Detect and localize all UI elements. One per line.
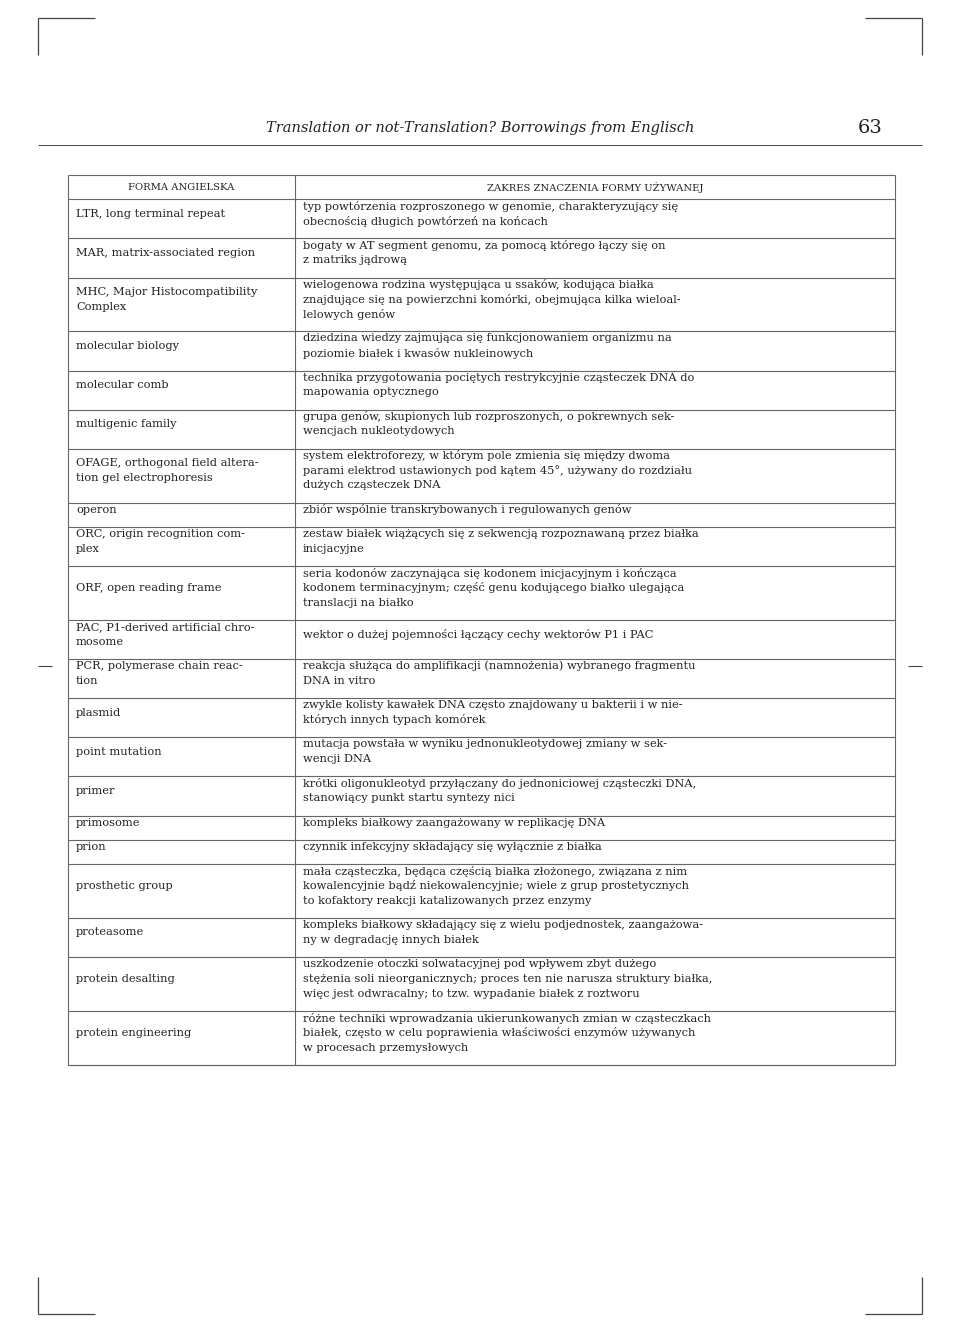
Text: kowalencyjnie bądź niekowalencyjnie; wiele z grup prostetycznych: kowalencyjnie bądź niekowalencyjnie; wie…: [303, 880, 689, 891]
Text: PAC, P1-derived artificial chro-: PAC, P1-derived artificial chro-: [76, 622, 254, 631]
Text: dużych cząsteczek DNA: dużych cząsteczek DNA: [303, 481, 441, 490]
Text: krótki oligonukleotyd przyłączany do jednoniciowej cząsteczki DNA,: krótki oligonukleotyd przyłączany do jed…: [303, 778, 696, 789]
Text: z matriks jądrową: z matriks jądrową: [303, 256, 407, 265]
Text: protein desalting: protein desalting: [76, 974, 175, 984]
Text: różne techniki wprowadzania ukierunkowanych zmian w cząsteczkach: różne techniki wprowadzania ukierunkowan…: [303, 1012, 711, 1023]
Text: point mutation: point mutation: [76, 747, 161, 757]
Text: czynnik infekcyjny składający się wyłącznie z białka: czynnik infekcyjny składający się wyłącz…: [303, 842, 602, 852]
Text: 63: 63: [857, 119, 882, 137]
Text: translacji na białko: translacji na białko: [303, 598, 414, 607]
Text: protein engineering: protein engineering: [76, 1028, 191, 1038]
Text: bogaty w AT segment genomu, za pomocą którego łączy się on: bogaty w AT segment genomu, za pomocą kt…: [303, 240, 665, 250]
Text: seria kodonów zaczynająca się kodonem inicjacyjnym i kończąca: seria kodonów zaczynająca się kodonem in…: [303, 567, 677, 578]
Text: tion gel electrophoresis: tion gel electrophoresis: [76, 473, 213, 484]
Text: wielogenowa rodzina występująca u ssaków, kodująca białka: wielogenowa rodzina występująca u ssaków…: [303, 278, 654, 290]
Text: dziedzina wiedzy zajmująca się funkcjonowaniem organizmu na: dziedzina wiedzy zajmująca się funkcjono…: [303, 333, 672, 344]
Text: tion: tion: [76, 675, 99, 686]
Text: system elektroforezy, w którym pole zmienia się między dwoma: system elektroforezy, w którym pole zmie…: [303, 450, 670, 461]
Text: poziomie białek i kwasów nukleinowych: poziomie białek i kwasów nukleinowych: [303, 348, 533, 358]
Text: mała cząsteczka, będąca częścią białka złożonego, związana z nim: mała cząsteczka, będąca częścią białka z…: [303, 866, 687, 876]
Text: technika przygotowania pociętych restrykcyjnie cząsteczek DNA do: technika przygotowania pociętych restryk…: [303, 373, 694, 382]
Text: parami elektrod ustawionych pod kątem 45°, używany do rozdziału: parami elektrod ustawionych pod kątem 45…: [303, 465, 692, 476]
Text: typ powtórzenia rozproszonego w genomie, charakteryzujący się: typ powtórzenia rozproszonego w genomie,…: [303, 201, 678, 212]
Text: MHC, Major Histocompatibility: MHC, Major Histocompatibility: [76, 286, 257, 297]
Text: multigenic family: multigenic family: [76, 420, 177, 429]
Text: molecular comb: molecular comb: [76, 380, 169, 390]
Text: OFAGE, orthogonal field altera-: OFAGE, orthogonal field altera-: [76, 458, 258, 468]
Text: plex: plex: [76, 543, 100, 554]
Text: inicjacyjne: inicjacyjne: [303, 543, 365, 554]
Text: wencjach nukleotydowych: wencjach nukleotydowych: [303, 426, 455, 437]
Text: stężenia soli nieorganicznych; proces ten nie narusza struktury białka,: stężenia soli nieorganicznych; proces te…: [303, 974, 712, 984]
Text: mutacja powstała w wyniku jednonukleotydowej zmiany w sek-: mutacja powstała w wyniku jednonukleotyd…: [303, 739, 667, 750]
Text: białek, często w celu poprawienia właściwości enzymów używanych: białek, często w celu poprawienia właści…: [303, 1027, 695, 1039]
Text: ORC, origin recognition com-: ORC, origin recognition com-: [76, 529, 245, 539]
Text: FORMA ANGIELSKA: FORMA ANGIELSKA: [129, 182, 234, 192]
Text: primosome: primosome: [76, 818, 140, 827]
Text: LTR, long terminal repeat: LTR, long terminal repeat: [76, 209, 226, 218]
Text: zestaw białek wiążących się z sekwencją rozpoznawaną przez białka: zestaw białek wiążących się z sekwencją …: [303, 529, 699, 539]
Text: więc jest odwracalny; to tzw. wypadanie białek z roztworu: więc jest odwracalny; to tzw. wypadanie …: [303, 988, 639, 999]
Text: ZAKRES ZNACZENIA FORMY UŻYWANEJ: ZAKRES ZNACZENIA FORMY UŻYWANEJ: [487, 181, 704, 193]
Text: mapowania optycznego: mapowania optycznego: [303, 388, 439, 397]
Text: obecnością długich powtórzeń na końcach: obecnością długich powtórzeń na końcach: [303, 216, 548, 226]
Text: grupa genów, skupionych lub rozproszonych, o pokrewnych sek-: grupa genów, skupionych lub rozproszonyc…: [303, 412, 674, 422]
Text: plasmid: plasmid: [76, 707, 121, 718]
Text: reakcja służąca do amplifikacji (namnożenia) wybranego fragmentu: reakcja służąca do amplifikacji (namnoże…: [303, 661, 695, 671]
Text: PCR, polymerase chain reac-: PCR, polymerase chain reac-: [76, 661, 243, 671]
Text: ny w degradację innych białek: ny w degradację innych białek: [303, 935, 479, 944]
Text: wencji DNA: wencji DNA: [303, 754, 372, 765]
Text: wektor o dużej pojemności łączący cechy wektorów P1 i PAC: wektor o dużej pojemności łączący cechy …: [303, 629, 654, 639]
Text: lelowych genów: lelowych genów: [303, 309, 396, 320]
Text: Translation or not-Translation? Borrowings from Englisch: Translation or not-Translation? Borrowin…: [266, 121, 694, 135]
Text: proteasome: proteasome: [76, 927, 144, 938]
Text: znajdujące się na powierzchni komórki, obejmująca kilka wieloal-: znajdujące się na powierzchni komórki, o…: [303, 294, 681, 305]
Text: których innych typach komórek: których innych typach komórek: [303, 714, 486, 726]
Text: kodonem terminacyjnym; część genu kodującego białko ulegająca: kodonem terminacyjnym; część genu kodują…: [303, 582, 684, 593]
Text: zbiór wspólnie transkrybowanych i regulowanych genów: zbiór wspólnie transkrybowanych i regulo…: [303, 503, 632, 515]
Text: ORF, open reading frame: ORF, open reading frame: [76, 583, 222, 593]
Text: Complex: Complex: [76, 302, 127, 312]
Text: molecular biology: molecular biology: [76, 341, 179, 350]
Text: stanowiący punkt startu syntezy nici: stanowiący punkt startu syntezy nici: [303, 794, 515, 803]
Text: kompleks białkowy składający się z wielu podjednostek, zaangażowa-: kompleks białkowy składający się z wielu…: [303, 920, 703, 930]
Text: DNA in vitro: DNA in vitro: [303, 675, 375, 686]
Text: zwykle kolisty kawałek DNA często znajdowany u bakterii i w nie-: zwykle kolisty kawałek DNA często znajdo…: [303, 701, 683, 710]
Text: prion: prion: [76, 842, 107, 852]
Text: mosome: mosome: [76, 637, 124, 647]
Text: operon: operon: [76, 505, 116, 514]
Text: primer: primer: [76, 786, 115, 795]
Text: to kofaktory reakcji katalizowanych przez enzymy: to kofaktory reakcji katalizowanych prze…: [303, 895, 591, 906]
Text: w procesach przemysłowych: w procesach przemysłowych: [303, 1043, 468, 1052]
Text: MAR, matrix-associated region: MAR, matrix-associated region: [76, 248, 255, 258]
Text: prosthetic group: prosthetic group: [76, 880, 173, 891]
Text: uszkodzenie otoczki solwatacyjnej pod wpływem zbyt dużego: uszkodzenie otoczki solwatacyjnej pod wp…: [303, 959, 657, 970]
Text: kompleks białkowy zaangażowany w replikację DNA: kompleks białkowy zaangażowany w replika…: [303, 818, 605, 827]
